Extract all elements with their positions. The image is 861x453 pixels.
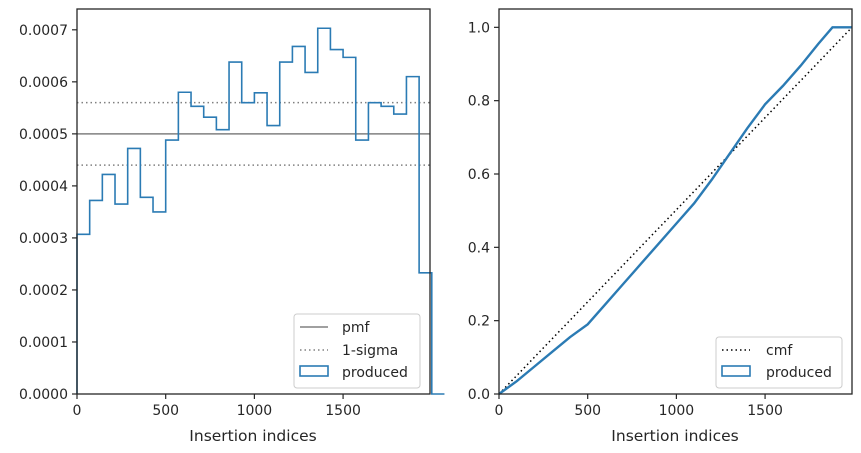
x-tick-label: 1000 [237,403,273,419]
legend: pmf 1-sigma produced [293,313,421,389]
y-tick-label: 0.2 [468,314,490,330]
produced-histogram [76,27,445,395]
axes-frame [76,8,431,395]
x-axis-label: Insertion indices [611,427,738,445]
x-axis-label: Insertion indices [189,427,316,445]
produced-cmf-line [498,26,852,395]
produced-step [76,27,445,395]
cmf-lines [498,26,853,395]
reference-lines [77,101,430,166]
legend-cmf-label: cmf [766,343,793,359]
x-tick-label: 500 [574,403,601,419]
legend-sigma-label: 1-sigma [342,343,398,359]
y-tick-label: 0.8 [468,94,490,110]
legend-produced-label: produced [342,365,408,381]
y-tick-label: 0.0 [468,387,490,403]
y-tick-label: 0.4 [468,240,490,256]
histogram-plot: 0 500 1000 1500 0.0000 0.0001 0.0002 0.0003 0.00… [19,8,445,445]
cmf-plot: 0 500 1000 1500 0.0 0.2 0.4 0.6 0.8 1.0 Insertion… [468,8,853,445]
y-tick-label: 0.6 [468,167,490,183]
y-tick-label: 0.0003 [19,231,68,247]
x-tick-label: 0 [73,403,82,419]
x-tick-label: 1500 [325,403,361,419]
axes-frame [498,8,853,395]
legend: cmf produced [715,336,843,389]
y-tick-label: 0.0004 [19,179,68,195]
axis-ticks: 0 500 1000 1500 0.0000 0.0001 0.0002 0.0003 0.00… [19,23,361,419]
y-tick-label: 0.0002 [19,283,68,299]
x-tick-label: 0 [495,403,504,419]
x-tick-label: 500 [152,403,179,419]
y-tick-label: 0.0006 [19,75,68,91]
y-tick-label: 0.0007 [19,23,68,39]
y-tick-label: 0.0000 [19,387,68,403]
legend-produced-swatch [721,365,751,377]
y-tick-label: 1.0 [468,20,490,36]
cmf-line [498,26,853,395]
y-tick-label: 0.0005 [19,127,68,143]
y-tick-label: 0.0001 [19,335,68,351]
legend-produced-label: produced [766,365,832,381]
legend-pmf-label: pmf [342,320,371,336]
legend-box [293,313,421,389]
legend-produced-swatch [299,365,329,377]
x-tick-label: 1500 [747,403,783,419]
axis-ticks: 0 500 1000 1500 0.0 0.2 0.4 0.6 0.8 1.0 [468,20,783,419]
x-tick-label: 1000 [659,403,695,419]
